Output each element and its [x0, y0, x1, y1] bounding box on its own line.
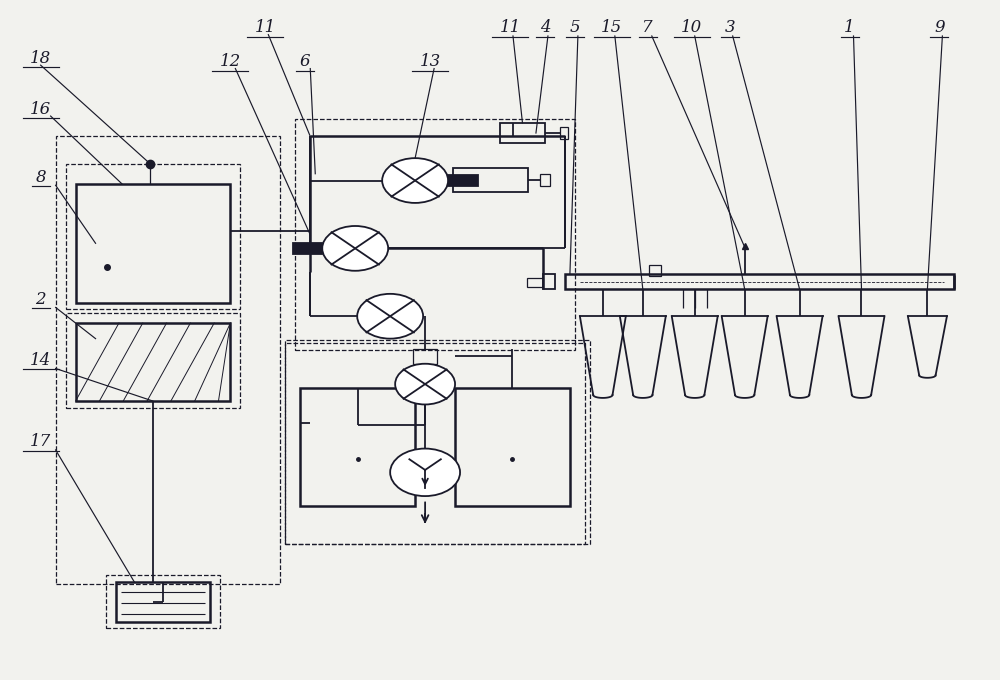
Text: 6: 6: [300, 53, 311, 70]
Bar: [285, 343, 585, 543]
Text: 11: 11: [255, 19, 276, 36]
Bar: [66, 164, 240, 309]
Bar: [76, 323, 230, 401]
Text: 4: 4: [540, 19, 550, 36]
Circle shape: [382, 158, 448, 203]
Circle shape: [322, 226, 388, 271]
Bar: [293, 243, 322, 254]
Text: 18: 18: [30, 50, 51, 67]
Text: 14: 14: [30, 352, 51, 369]
Bar: [455, 388, 570, 506]
Bar: [560, 127, 568, 139]
Bar: [540, 174, 550, 186]
Circle shape: [390, 449, 460, 496]
Bar: [500, 123, 545, 143]
Text: 3: 3: [724, 19, 735, 36]
Text: 13: 13: [419, 53, 441, 70]
Text: 9: 9: [934, 19, 945, 36]
Bar: [76, 184, 230, 303]
Circle shape: [395, 364, 455, 405]
Bar: [453, 168, 528, 192]
Bar: [300, 388, 415, 506]
Text: 7: 7: [642, 19, 653, 36]
Text: 17: 17: [30, 433, 51, 450]
Text: 1: 1: [844, 19, 855, 36]
Text: 16: 16: [30, 101, 51, 118]
Bar: [295, 120, 575, 350]
Circle shape: [357, 294, 423, 339]
Bar: [116, 582, 210, 622]
Text: 8: 8: [35, 169, 46, 186]
Bar: [649, 265, 661, 275]
Bar: [543, 274, 555, 289]
Bar: [106, 575, 220, 628]
Bar: [527, 278, 543, 287]
Bar: [448, 175, 478, 186]
Text: 11: 11: [499, 19, 521, 36]
Text: 2: 2: [35, 291, 46, 308]
Text: 12: 12: [220, 53, 241, 70]
Bar: [56, 137, 280, 584]
Text: 10: 10: [681, 19, 702, 36]
Text: 5: 5: [570, 19, 580, 36]
Bar: [66, 313, 240, 408]
Bar: [285, 340, 590, 543]
Bar: [413, 349, 437, 364]
Text: 15: 15: [601, 19, 622, 36]
Bar: [565, 274, 954, 289]
